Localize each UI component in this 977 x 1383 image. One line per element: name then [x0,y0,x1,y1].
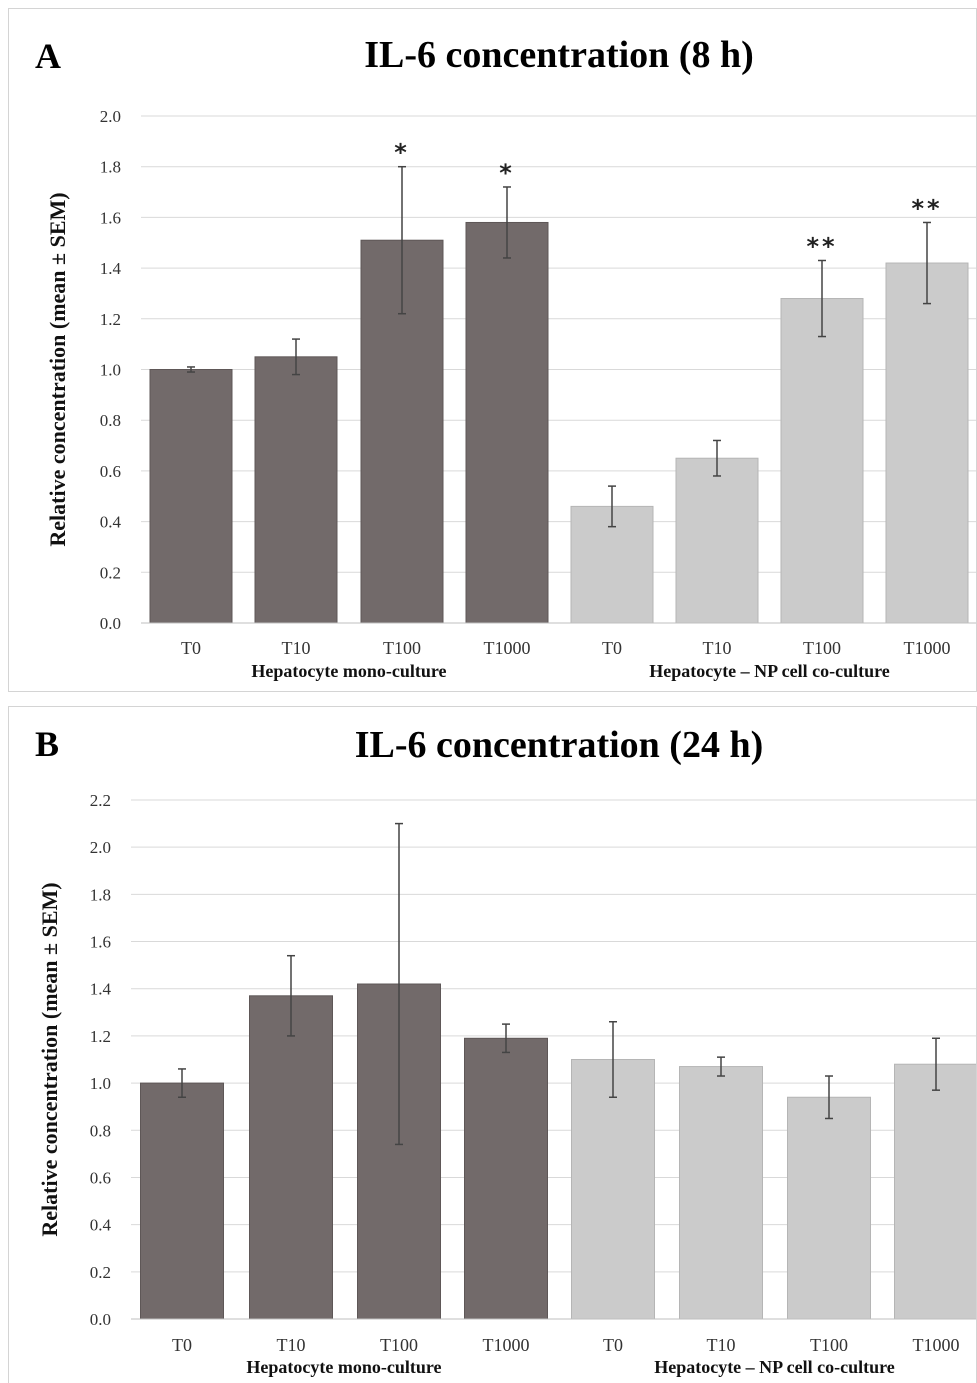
chart-b-y-tick-label: 0.6 [90,1168,111,1187]
chart-a-y-tick-label: 0.0 [100,614,121,633]
chart-a-x-tick-label: T1000 [904,638,951,658]
chart-b-bar [249,995,333,1320]
chart-b-x-tick-label: T100 [380,1335,418,1355]
chart-b-bar [787,1096,871,1320]
chart-a-x-tick-label: T10 [703,638,732,658]
chart-a-y-tick-label: 2.0 [100,107,121,126]
chart-a-y-tick-label: 0.4 [100,513,122,532]
chart-a-significance-label: ** [911,194,942,222]
chart-a-x-tick-label: T0 [181,638,201,658]
chart-a-y-axis-label: Relative concentration (mean ± SEM) [45,192,70,546]
chart-b: 0.0 0.2 0.4 0.6 0.8 1.0 1.2 1.4 1.6 1.8 2.0 2.2 Rela… [37,791,976,1377]
chart-b-bar [894,1063,976,1320]
chart-a-bar [149,369,233,624]
chart-b-x-tick-label: T0 [603,1335,623,1355]
chart-a: 0.0 0.2 0.4 0.6 0.8 1.0 1.2 1.4 1.6 1.8 2.0 Relativ… [45,107,976,681]
panel-a: A IL-6 concentration (8 h) 0.0 0.2 0.4 0.6 0… [8,8,977,692]
chart-b-x-tick-label: T10 [277,1335,306,1355]
chart-b-y-axis-label: Relative concentration (mean ± SEM) [37,882,62,1236]
chart-a-y-tick-label: 0.6 [100,462,121,481]
chart-a-x-tick-label: T0 [602,638,622,658]
chart-b-y-tick-label: 0.0 [90,1310,111,1329]
chart-a-y-tick-label: 0.2 [100,563,121,582]
chart-a-y-tick-label: 1.8 [100,158,121,177]
chart-b-y-tick-label: 1.8 [90,885,111,904]
chart-b-bar [140,1082,224,1320]
panel-b-title: IL-6 concentration (24 h) [354,724,764,766]
chart-b-x-tick-label: T100 [810,1335,848,1355]
chart-b-y-tick-label: 1.2 [90,1027,111,1046]
chart-a-y-tick-label: 1.6 [100,208,121,227]
chart-b-y-tick-label: 1.6 [90,933,111,952]
panel-b-letter: B [35,724,60,764]
chart-b-bar [464,1037,548,1320]
chart-a-bar [675,457,759,624]
chart-b-x-tick-label: T1000 [483,1335,530,1355]
chart-b-y-tick-label: 1.0 [90,1074,111,1093]
panel-a-title: IL-6 concentration (8 h) [364,34,754,76]
chart-b-y-tick-label: 2.2 [90,791,111,810]
chart-a-group-label: Hepatocyte – NP cell co-culture [649,661,890,681]
chart-b-y-tick-label: 1.4 [90,980,112,999]
chart-a-y-tick-label: 1.4 [100,259,122,278]
chart-b-bar [679,1066,763,1320]
chart-a-x-tick-label: T10 [282,638,311,658]
chart-a-x-tick-label: T100 [803,638,841,658]
chart-a-significance-label: * [499,159,515,187]
chart-a-bar [465,221,549,624]
chart-b-x-tick-label: T10 [707,1335,736,1355]
chart-b-group-label: Hepatocyte – NP cell co-culture [654,1357,895,1377]
chart-a-x-tick-label: T1000 [484,638,531,658]
chart-b-bar [571,1059,655,1320]
chart-a-y-tick-label: 0.8 [100,411,121,430]
chart-b-y-tick-label: 0.8 [90,1121,111,1140]
chart-a-y-tick-label: 1.0 [100,361,121,380]
chart-b-group-label: Hepatocyte mono-culture [246,1357,441,1377]
panel-a-letter: A [35,36,61,76]
chart-b-y-tick-label: 2.0 [90,838,111,857]
chart-b-y-tick-label: 0.4 [90,1216,112,1235]
chart-a-x-tick-label: T100 [383,638,421,658]
chart-b-x-tick-label: T1000 [913,1335,960,1355]
chart-a-y-tick-label: 1.2 [100,310,121,329]
chart-a-bar [780,298,864,624]
chart-a-significance-label: * [394,139,410,167]
chart-a-group-label: Hepatocyte mono-culture [251,661,446,681]
chart-a-significance-label: ** [806,232,837,260]
chart-b-y-tick-label: 0.2 [90,1263,111,1282]
chart-b-x-tick-label: T0 [172,1335,192,1355]
chart-a-bar [885,262,969,624]
chart-a-bar [254,356,338,624]
panel-b: B IL-6 concentration (24 h) 0.0 0.2 0.4 0.6… [8,706,977,1383]
